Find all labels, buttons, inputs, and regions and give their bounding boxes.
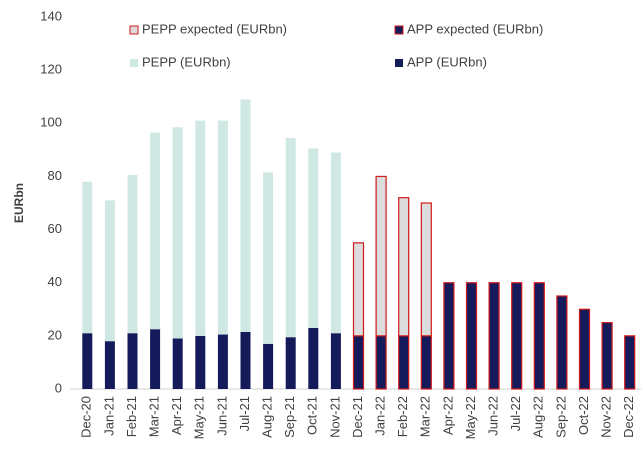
bar xyxy=(443,282,455,390)
y-tick-label: 20 xyxy=(48,327,62,342)
bar xyxy=(556,295,568,390)
bar xyxy=(263,343,274,389)
legend-swatch xyxy=(129,25,139,35)
x-tick-label: Aug-22 xyxy=(531,396,546,438)
bar xyxy=(263,172,274,344)
legend-swatch xyxy=(395,59,403,67)
bar xyxy=(420,335,432,390)
bar xyxy=(308,327,319,389)
x-tick-label: Sep-22 xyxy=(553,396,568,438)
bar xyxy=(398,335,410,390)
bar xyxy=(195,120,206,336)
x-tick-label: Nov-21 xyxy=(327,396,342,438)
bar xyxy=(511,282,523,390)
x-tick-label: Oct-21 xyxy=(305,396,320,435)
x-tick-label: Apr-21 xyxy=(169,396,184,435)
bar xyxy=(375,335,387,390)
legend-swatch xyxy=(130,59,138,67)
bar xyxy=(172,338,183,389)
bar xyxy=(352,242,365,337)
x-tick-label: Dec-21 xyxy=(350,396,365,438)
x-tick-label: Dec-22 xyxy=(621,396,636,438)
bar xyxy=(104,200,115,342)
bar xyxy=(150,132,161,330)
bar xyxy=(150,329,161,389)
y-tick-label: 60 xyxy=(48,221,62,236)
x-tick-label: May-21 xyxy=(192,396,207,439)
x-tick-label: Jul-22 xyxy=(508,396,523,431)
legend-label: APP expected (EURbn) xyxy=(407,21,543,36)
x-tick-label: Mar-21 xyxy=(147,396,162,437)
bar xyxy=(172,127,183,339)
bar xyxy=(488,282,500,390)
x-tick-label: Feb-21 xyxy=(124,396,139,437)
x-tick-label: Dec-20 xyxy=(79,396,94,438)
bar xyxy=(217,334,228,389)
bar xyxy=(398,197,410,337)
bar xyxy=(217,120,228,335)
y-tick-label: 0 xyxy=(55,380,62,395)
bar xyxy=(82,333,93,389)
bar xyxy=(330,152,341,334)
bar xyxy=(330,333,341,389)
legend-label: PEPP expected (EURbn) xyxy=(142,21,287,36)
bar xyxy=(624,335,636,390)
bar xyxy=(465,282,478,390)
x-tick-label: Mar-22 xyxy=(418,396,433,437)
bar xyxy=(420,202,432,337)
bar xyxy=(82,181,93,334)
y-tick-label: 40 xyxy=(48,274,62,289)
bar xyxy=(308,148,319,328)
y-tick-label: 80 xyxy=(48,168,62,183)
bar xyxy=(195,335,206,389)
bar xyxy=(285,137,296,338)
legend-label: PEPP (EURbn) xyxy=(142,54,231,69)
bar xyxy=(240,99,251,332)
bar xyxy=(601,321,613,390)
x-tick-label: Sep-21 xyxy=(282,396,297,438)
y-axis-label: EURbn xyxy=(12,183,26,223)
x-tick-label: Apr-22 xyxy=(440,396,455,435)
y-tick-label: 100 xyxy=(40,115,62,130)
x-tick-label: Jan-22 xyxy=(373,396,388,436)
bar xyxy=(127,175,138,334)
bar xyxy=(578,308,591,390)
legend-swatch xyxy=(394,25,404,35)
bar xyxy=(533,282,545,390)
bar xyxy=(375,175,387,337)
y-tick-label: 120 xyxy=(40,62,62,77)
bar xyxy=(285,337,296,389)
x-tick-label: Aug-21 xyxy=(260,396,275,438)
x-tick-label: May-22 xyxy=(463,396,478,439)
bar xyxy=(352,335,365,390)
bar xyxy=(127,333,138,389)
legend-label: APP (EURbn) xyxy=(407,54,487,69)
x-tick-label: Jun-21 xyxy=(214,396,229,436)
x-tick-label: Oct-22 xyxy=(576,396,591,435)
x-tick-label: Jan-21 xyxy=(101,396,116,436)
bar xyxy=(104,341,115,389)
x-tick-label: Jun-22 xyxy=(486,396,501,436)
x-tick-label: Jul-21 xyxy=(237,396,252,431)
x-tick-label: Nov-22 xyxy=(599,396,614,438)
bar xyxy=(240,331,251,389)
x-tick-label: Feb-22 xyxy=(395,396,410,437)
y-tick-label: 140 xyxy=(40,8,62,23)
